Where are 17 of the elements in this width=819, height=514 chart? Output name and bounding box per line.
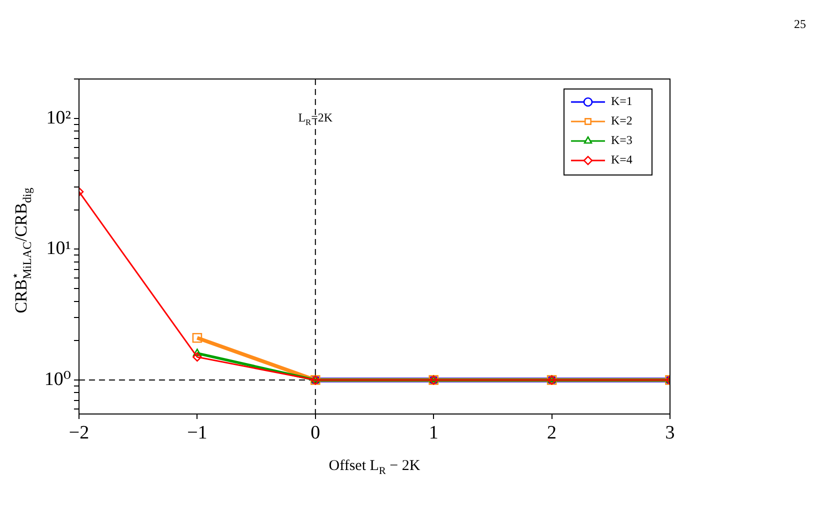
legend-label: K=2	[611, 114, 632, 128]
point	[193, 348, 202, 356]
text: 25	[794, 17, 806, 32]
x-tick-label: 0	[310, 422, 320, 444]
legend-label: K=3	[611, 133, 632, 148]
legend-label: K=4	[611, 152, 632, 167]
x-tick-label: −1	[187, 422, 208, 444]
y-tick-label: 10¹	[46, 238, 72, 260]
x-tick-label: 3	[665, 422, 675, 444]
y-axis-title: CRB⋆MiLAC/CRBdig	[8, 188, 34, 314]
x-tick-label: 2	[547, 422, 557, 444]
x-tick-label: 1	[428, 422, 438, 444]
legend-label: K=1	[611, 94, 632, 108]
x-tick-label: −2	[68, 422, 90, 444]
y-tick-label: 10²	[46, 107, 72, 128]
point	[192, 332, 202, 343]
y-tick-label: 10⁰	[44, 369, 72, 390]
